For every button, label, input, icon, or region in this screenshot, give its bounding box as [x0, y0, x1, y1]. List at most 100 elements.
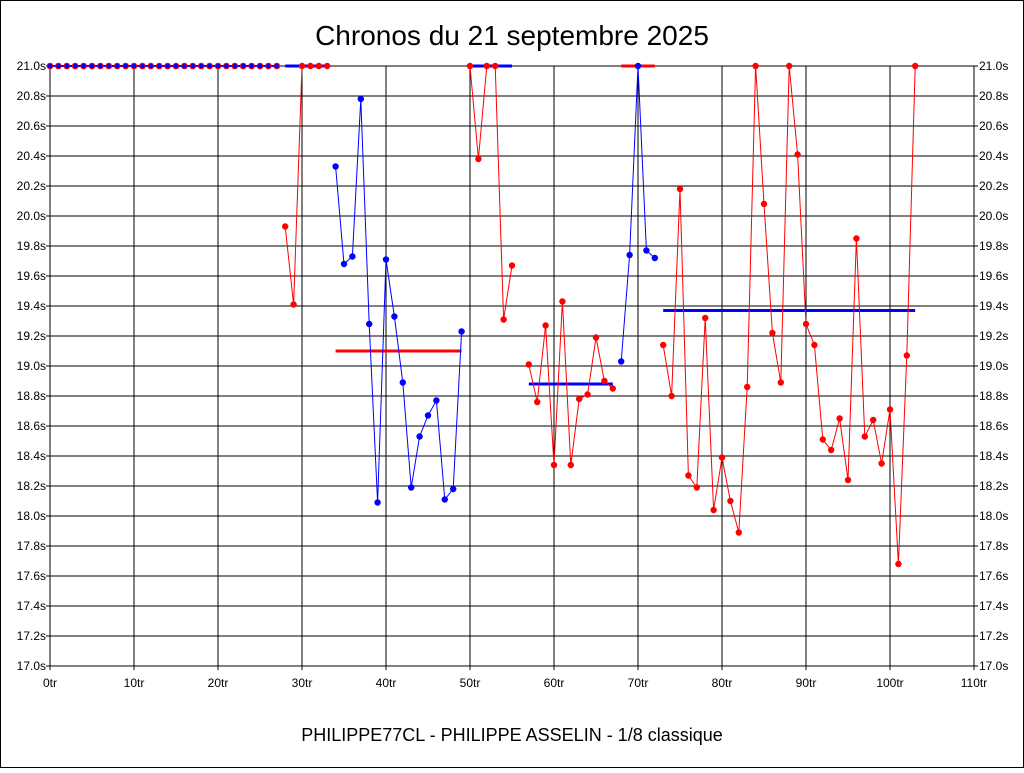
- baseline-point: [63, 62, 71, 70]
- data-point: [592, 334, 600, 341]
- series-line: [469, 65, 513, 320]
- x-tick-label: 0tr: [43, 676, 57, 690]
- baseline-point: [273, 62, 281, 70]
- y-tick-label-right: 19.4s: [979, 299, 1008, 313]
- baseline-point: [256, 62, 264, 70]
- data-point: [576, 395, 583, 403]
- data-point: [752, 62, 759, 70]
- data-point: [643, 247, 650, 254]
- baseline-point: [97, 62, 104, 70]
- y-tick-label-left: 18.4s: [17, 449, 46, 463]
- data-point: [693, 484, 700, 491]
- y-tick-label-right: 20.4s: [979, 149, 1008, 163]
- y-tick-label-right: 17.0s: [979, 659, 1008, 673]
- series-line: [335, 98, 463, 503]
- x-tick-label: 110tr: [961, 676, 987, 690]
- baseline-point: [189, 62, 197, 70]
- data-point: [735, 529, 742, 536]
- data-point: [550, 461, 558, 469]
- data-point: [710, 506, 717, 514]
- data-point: [601, 377, 608, 385]
- data-point: [500, 316, 507, 323]
- y-tick-label-right: 19.2s: [979, 329, 1008, 343]
- data-point: [450, 485, 457, 493]
- data-point: [676, 185, 684, 193]
- data-point: [559, 298, 566, 305]
- data-point: [391, 313, 398, 320]
- y-tick-label-left: 18.8s: [17, 389, 46, 403]
- y-tick-label-left: 17.6s: [17, 569, 46, 583]
- grid-layer: [49, 65, 975, 667]
- data-point: [811, 341, 818, 349]
- data-point: [525, 361, 532, 368]
- baseline-point: [147, 62, 155, 70]
- baseline-point: [248, 62, 255, 70]
- y-tick-label-right: 19.6s: [979, 269, 1008, 283]
- baseline-point: [265, 62, 272, 70]
- chart-title: Chronos du 21 septembre 2025: [315, 20, 709, 51]
- data-point: [634, 62, 642, 70]
- data-point: [584, 391, 591, 398]
- y-tick-label-right: 20.6s: [979, 119, 1008, 133]
- data-point: [777, 379, 784, 386]
- y-tick-label-right: 20.0s: [979, 209, 1008, 223]
- x-tick-label: 90tr: [796, 676, 817, 690]
- x-tick-label: 30tr: [292, 676, 313, 690]
- data-point: [718, 454, 726, 461]
- x-tick-label: 40tr: [376, 676, 397, 690]
- data-point: [324, 62, 331, 70]
- baseline-point: [231, 62, 239, 70]
- y-tick-label-right: 17.6s: [979, 569, 1008, 583]
- y-tick-label-right: 18.4s: [979, 449, 1008, 463]
- y-tick-label-left: 17.8s: [17, 539, 46, 553]
- baseline-point: [181, 62, 188, 70]
- baseline-point: [214, 62, 222, 70]
- data-point: [794, 151, 801, 158]
- x-tick-label: 100tr: [876, 676, 903, 690]
- data-point: [609, 385, 616, 392]
- data-point: [912, 62, 919, 70]
- baseline-point: [223, 62, 230, 70]
- data-point: [349, 253, 356, 260]
- data-point: [408, 484, 415, 491]
- data-point: [702, 314, 709, 322]
- data-point: [685, 472, 692, 479]
- data-point: [282, 223, 289, 230]
- baseline-point: [197, 62, 205, 70]
- data-point: [366, 320, 373, 328]
- x-tick-label: 70tr: [628, 676, 649, 690]
- baseline-point: [122, 62, 129, 70]
- y-tick-label-right: 20.8s: [979, 89, 1008, 103]
- data-point: [315, 62, 322, 70]
- y-tick-label-right: 20.2s: [979, 179, 1008, 193]
- data-point: [802, 320, 810, 328]
- data-point: [340, 260, 348, 268]
- data-point: [290, 301, 297, 308]
- data-point: [298, 62, 306, 70]
- y-tick-label-right: 17.8s: [979, 539, 1008, 553]
- y-tick-label-right: 21.0s: [979, 59, 1008, 73]
- data-point: [861, 433, 868, 440]
- baseline-point: [88, 62, 96, 70]
- data-point: [878, 460, 885, 467]
- y-tick-label-right: 19.0s: [979, 359, 1008, 373]
- data-point: [836, 415, 843, 422]
- data-point: [433, 397, 440, 404]
- y-tick-label-right: 18.0s: [979, 509, 1008, 523]
- y-tick-label-left: 20.6s: [17, 119, 46, 133]
- data-point: [828, 446, 835, 454]
- baseline-point: [172, 62, 180, 70]
- x-tick-label: 10tr: [124, 676, 145, 690]
- baseline-point: [206, 62, 213, 70]
- data-point: [668, 392, 675, 400]
- baseline-point: [130, 62, 138, 70]
- baseline-point: [71, 62, 79, 70]
- baseline-point: [105, 62, 113, 70]
- data-point: [357, 95, 364, 103]
- data-point: [466, 62, 474, 70]
- x-tick-label: 50tr: [460, 676, 481, 690]
- y-tick-label-left: 18.6s: [17, 419, 46, 433]
